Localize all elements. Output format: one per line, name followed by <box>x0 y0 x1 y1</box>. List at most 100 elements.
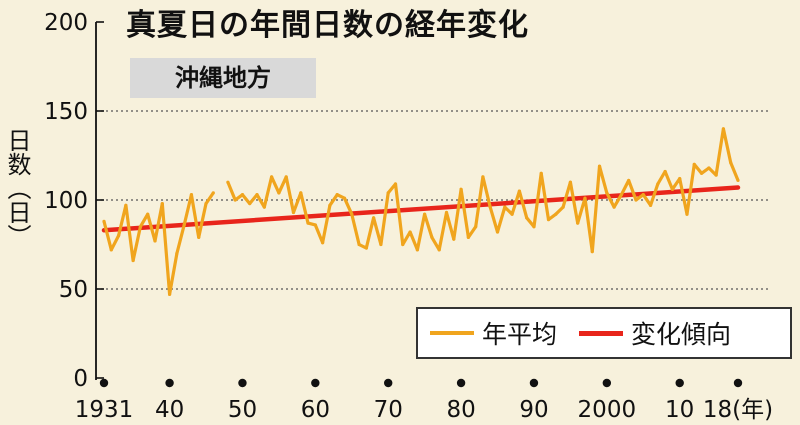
data-point <box>204 201 208 206</box>
data-point <box>379 242 383 247</box>
x-tick-dot <box>675 378 684 388</box>
legend-item-trend: 変化傾向 <box>557 315 731 351</box>
data-point <box>532 225 536 229</box>
data-point <box>415 248 419 252</box>
data-point <box>430 235 434 239</box>
data-point <box>561 205 565 209</box>
data-point <box>189 193 194 197</box>
data-point <box>262 205 266 209</box>
legend-label-trend: 変化傾向 <box>631 320 732 349</box>
legend-item-series: 年平均 <box>418 315 557 351</box>
data-point <box>357 242 361 247</box>
data-point <box>685 212 689 216</box>
data-point <box>277 191 281 195</box>
data-point <box>678 177 682 181</box>
data-point <box>313 223 317 227</box>
series-line-annual <box>102 191 215 296</box>
data-point <box>401 242 405 247</box>
data-point <box>597 164 602 168</box>
data-point <box>240 193 245 197</box>
chart-title: 真夏日の年間日数の経年変化 <box>126 8 529 43</box>
data-point <box>539 171 543 175</box>
x-tick-dot <box>529 378 539 388</box>
y-tick-label: 0 <box>73 366 88 392</box>
series-layer <box>102 127 740 296</box>
data-point <box>284 175 288 179</box>
data-point <box>393 182 398 186</box>
y-tick-label: 150 <box>44 99 88 125</box>
x-tick-dot <box>238 378 247 388</box>
x-tick-label: 1931 <box>75 397 134 423</box>
x-tick-label: 40 <box>155 397 184 423</box>
data-point <box>138 225 143 229</box>
data-point <box>423 212 427 216</box>
data-point <box>583 196 587 200</box>
gridlines <box>96 110 770 290</box>
data-point <box>488 205 492 209</box>
data-point <box>248 201 252 206</box>
legend-label-series: 年平均 <box>482 320 558 349</box>
tick-labels: 0 50 100 150 200 1931 40 50 60 70 80 90 2000 10 18(年) <box>44 10 773 423</box>
x-tick-label: 50 <box>228 397 257 423</box>
legend-swatch-trend <box>579 330 624 336</box>
data-point <box>663 169 667 174</box>
data-point <box>270 175 274 179</box>
x-tick-dot <box>165 378 174 388</box>
x-tick-dot <box>311 378 320 388</box>
x-tick-label: 60 <box>301 397 330 423</box>
data-point <box>554 212 558 216</box>
data-point <box>729 161 733 165</box>
data-point <box>670 187 675 191</box>
data-point <box>517 189 521 193</box>
y-tick-label: 100 <box>44 188 88 214</box>
data-point <box>408 230 412 234</box>
x-tick-label: 10 <box>665 397 694 423</box>
data-point <box>605 191 609 195</box>
data-point <box>714 173 718 177</box>
data-point <box>328 203 332 207</box>
x-tick-label: 70 <box>374 397 403 423</box>
data-point <box>437 248 441 252</box>
data-point <box>372 216 376 220</box>
data-point <box>233 198 237 202</box>
data-point <box>255 193 259 197</box>
x-tick-label: 2000 <box>578 397 637 423</box>
data-point <box>116 234 121 238</box>
data-point <box>153 239 157 243</box>
data-point <box>568 180 572 184</box>
data-point <box>146 212 150 216</box>
data-point <box>459 187 463 191</box>
data-point <box>627 178 631 183</box>
y-tick-label: 50 <box>59 277 88 303</box>
data-point <box>386 191 390 195</box>
data-point <box>131 258 135 263</box>
data-point <box>546 217 551 222</box>
data-point <box>474 225 478 229</box>
data-point <box>124 203 128 207</box>
data-point <box>481 175 485 179</box>
series-line-annual <box>226 127 740 254</box>
data-point <box>342 196 347 200</box>
data-point <box>699 171 704 175</box>
data-point <box>160 201 164 206</box>
data-point <box>510 212 514 216</box>
data-point <box>576 221 580 225</box>
data-point <box>444 210 449 215</box>
x-tick-label: 18(年) <box>703 397 773 423</box>
data-point <box>707 166 711 170</box>
x-tick-label: 80 <box>446 397 475 423</box>
data-point <box>692 162 696 166</box>
legend: 年平均 変化傾向 <box>416 307 792 359</box>
data-point <box>102 219 106 223</box>
data-point <box>525 216 529 220</box>
data-point <box>167 292 172 296</box>
data-point <box>612 205 616 209</box>
data-point <box>175 251 179 255</box>
y-tick-label: 200 <box>44 10 88 36</box>
data-point <box>306 221 310 225</box>
data-point <box>721 127 726 131</box>
x-tick-dot <box>456 378 466 388</box>
data-point <box>466 235 470 239</box>
x-tick-dot <box>384 378 393 388</box>
